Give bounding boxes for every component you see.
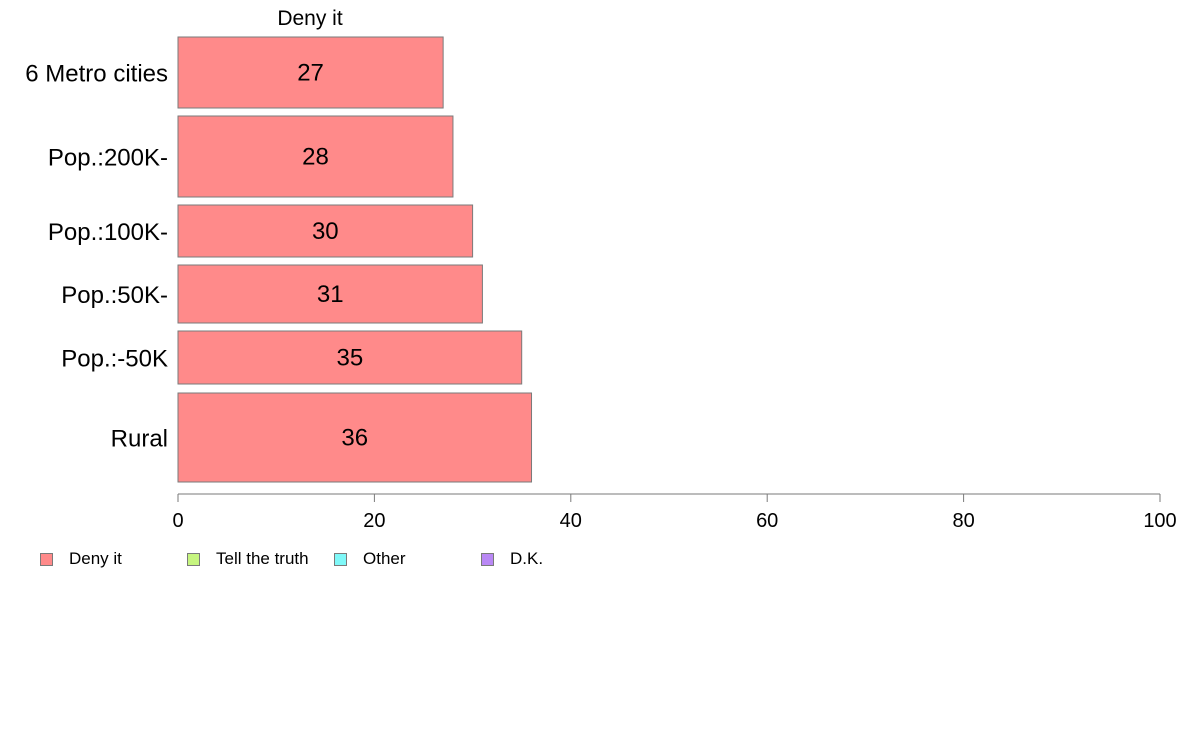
legend-swatch-tell-the-truth <box>187 552 200 566</box>
chart-title: Deny it <box>277 7 343 30</box>
legend-swatch-other <box>334 552 347 566</box>
bar-pop-50k <box>177 264 483 324</box>
bar-pop-100k <box>177 204 474 258</box>
x-tick-label-80: 80 <box>952 510 974 532</box>
bar-pop-50k <box>177 330 523 385</box>
bar-pop-200k <box>177 115 454 198</box>
value-label-pop-50k: 35 <box>336 345 363 372</box>
category-label-pop-200k: Pop.:200K- <box>48 145 168 172</box>
x-tick-label-100: 100 <box>1143 510 1176 532</box>
bar-chart: Deny it 27 6 Metro cities 28 Pop.:200K- 30 Po… <box>25 7 1177 532</box>
x-axis: 0 20 40 60 80 100 <box>172 493 1177 532</box>
category-label-pop-50k: Pop.:50K- <box>61 282 168 309</box>
bar-rural <box>177 392 533 483</box>
category-label-6-metro-cities: 6 Metro cities <box>25 61 168 88</box>
legend-item-other: Other <box>334 549 406 569</box>
legend-swatch-deny-it <box>40 552 53 566</box>
legend-label-tell-the-truth: Tell the truth <box>216 549 309 568</box>
category-label-pop-50k: Pop.:-50K <box>61 346 168 373</box>
bar-6-metro-cities <box>177 36 444 109</box>
x-tick-label-60: 60 <box>756 510 778 532</box>
legend: Deny it Tell the truth Other D.K. <box>40 549 740 569</box>
legend-label-dk: D.K. <box>510 549 544 568</box>
legend-label-deny-it: Deny it <box>69 549 122 568</box>
value-label-6-metro-cities: 27 <box>297 60 324 87</box>
value-label-pop-100k: 30 <box>312 218 339 245</box>
x-tick-label-20: 20 <box>363 510 385 532</box>
legend-item-deny-it: Deny it <box>40 549 122 569</box>
legend-swatch-dk <box>481 552 494 566</box>
category-label-pop-100k: Pop.:100K- <box>48 219 168 246</box>
x-tick-label-40: 40 <box>560 510 582 532</box>
bars-layer: 27 6 Metro cities 28 Pop.:200K- 30 Pop.:100K-… <box>25 36 533 483</box>
category-label-rural: Rural <box>111 426 168 453</box>
value-label-rural: 36 <box>341 425 368 452</box>
value-label-pop-50k: 31 <box>317 281 344 308</box>
legend-item-dk: D.K. <box>481 549 543 569</box>
legend-label-other: Other <box>363 549 406 568</box>
legend-item-tell-the-truth: Tell the truth <box>187 549 309 569</box>
x-tick-label-0: 0 <box>172 510 183 532</box>
value-label-pop-200k: 28 <box>302 144 329 171</box>
